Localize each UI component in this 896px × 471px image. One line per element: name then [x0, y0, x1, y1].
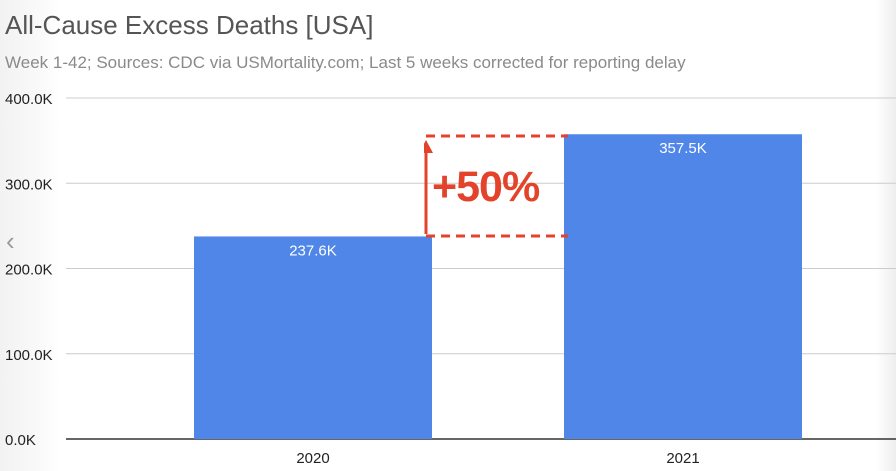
chart-title: All-Cause Excess Deaths [USA] — [5, 10, 374, 40]
y-tick-label: 0.0K — [5, 432, 36, 449]
x-tick-label: 2021 — [666, 450, 699, 467]
y-tick-label: 200.0K — [5, 262, 53, 279]
data-label-2020: 237.6K — [289, 242, 337, 259]
chevron-left-icon[interactable]: ‹ — [6, 226, 15, 256]
chart-subtitle: Week 1-42; Sources: CDC via USMortality.… — [5, 53, 686, 72]
y-tick-label: 100.0K — [5, 347, 53, 364]
y-tick-label: 400.0K — [5, 91, 53, 108]
left-nav-strip — [0, 0, 60, 471]
bar-2020 — [194, 236, 432, 439]
data-label-2021: 357.5K — [659, 140, 707, 157]
increase-label: +50% — [432, 163, 540, 211]
increase-annotation: +50% — [419, 134, 570, 238]
bar-2021 — [564, 134, 802, 439]
y-tick-label: 300.0K — [5, 176, 53, 193]
arrow-up-head-icon — [419, 140, 433, 153]
x-tick-label: 2020 — [296, 450, 329, 467]
